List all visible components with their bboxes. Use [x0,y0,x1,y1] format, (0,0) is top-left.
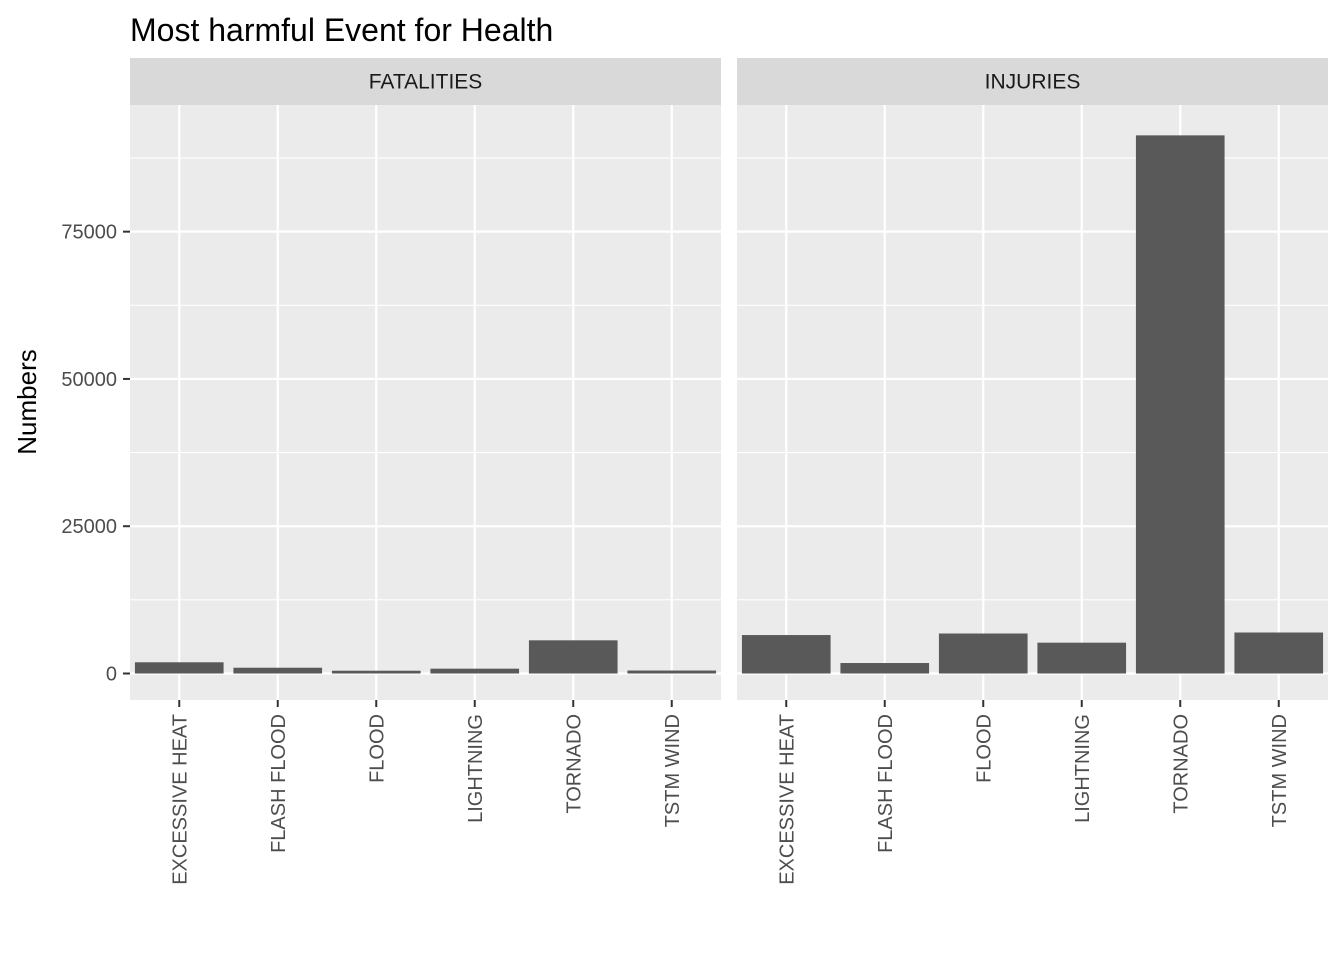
y-tick-label: 25000 [61,516,117,538]
bar-flood [331,670,421,674]
bar-tornado [1135,135,1225,674]
bar-excessive-heat [741,635,831,674]
y-tick-label: 50000 [61,369,117,391]
bar-flood [938,633,1028,674]
x-tick-label: TORNADO [1170,714,1192,814]
facet-panel-injuries: EXCESSIVE HEAT FLASH FLOOD FLOOD LIGHTNING T… [737,58,1328,885]
facet-strip [737,58,1328,105]
bar-excessive-heat [134,662,224,674]
panel-background [737,105,1328,700]
x-tick-label: FLOOD [973,714,995,783]
bar-lightning [430,668,520,674]
bar-tstm-wind [1234,632,1324,674]
bar-tstm-wind [627,670,717,674]
facet-strip [130,58,721,105]
facet-strip-label: INJURIES [985,71,1081,94]
y-axis: 0 25000 50000 75000 [61,222,130,685]
bar-lightning [1037,642,1127,674]
x-tick-label: TSTM WIND [662,714,684,827]
facet-strip-label: FATALITIES [369,71,483,94]
y-tick-label: 0 [106,663,117,685]
facet-panels: EXCESSIVE HEAT FLASH FLOOD FLOOD LIGHTNING T… [130,58,1328,885]
x-tick-label: EXCESSIVE HEAT [169,714,191,885]
bar-tornado [528,640,618,674]
facet-panel-fatalities: EXCESSIVE HEAT FLASH FLOOD FLOOD LIGHTNING T… [130,58,721,885]
bar-flash-flood [840,663,930,674]
y-axis-title: Numbers [12,349,42,454]
chart-title: Most harmful Event for Health [130,12,553,48]
x-tick-label: LIGHTNING [465,714,487,823]
bar-flash-flood [233,667,323,674]
y-tick-label: 75000 [61,222,117,244]
x-tick-label: FLASH FLOOD [268,714,290,853]
panel-background [130,105,721,700]
x-tick-label: FLASH FLOOD [875,714,897,853]
x-tick-label: FLOOD [366,714,388,783]
x-tick-label: EXCESSIVE HEAT [776,714,798,885]
x-tick-label: TSTM WIND [1269,714,1291,827]
x-tick-label: LIGHTNING [1072,714,1094,823]
x-tick-label: TORNADO [563,714,585,814]
